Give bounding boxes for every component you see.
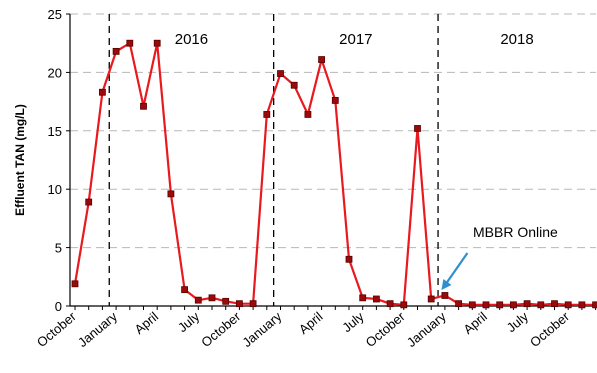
y-tick-label: 0 <box>55 299 62 314</box>
data-point <box>509 301 517 309</box>
data-point <box>235 300 243 308</box>
data-point <box>331 97 339 104</box>
x-tick-label: April <box>296 309 326 337</box>
x-tick-label: July <box>175 308 203 335</box>
data-point <box>564 301 572 309</box>
data-point <box>181 286 189 294</box>
x-tick-label: October <box>527 308 573 350</box>
y-tick-label: 15 <box>48 124 62 139</box>
data-point <box>441 292 449 299</box>
x-tick-label: January <box>239 308 284 350</box>
annotation-arrow <box>443 252 469 287</box>
data-point <box>263 111 271 118</box>
x-tick-label: October <box>34 308 80 350</box>
x-tick-label: April <box>460 309 490 337</box>
data-point <box>359 294 367 302</box>
data-point <box>400 301 408 309</box>
x-tick-label: July <box>339 308 367 335</box>
data-point <box>318 56 326 63</box>
x-tick-label: July <box>504 308 532 335</box>
x-tick-label: April <box>132 309 162 337</box>
y-tick-label: 25 <box>48 7 62 22</box>
data-point <box>468 301 476 309</box>
data-point <box>496 301 504 309</box>
data-point <box>414 125 421 132</box>
data-point <box>551 300 558 308</box>
x-tick-label: January <box>404 308 449 350</box>
data-point <box>290 81 298 89</box>
x-tick-label: October <box>198 308 244 350</box>
data-point <box>71 280 79 288</box>
data-point <box>153 39 161 47</box>
data-point <box>208 294 216 302</box>
data-point <box>592 301 597 309</box>
y-tick-label: 20 <box>48 65 62 80</box>
x-tick-label: October <box>363 308 409 350</box>
data-point <box>537 301 545 309</box>
data-point <box>386 300 394 308</box>
data-point <box>112 47 120 55</box>
data-point <box>194 296 202 304</box>
data-point <box>372 295 380 303</box>
year-label: 2017 <box>339 31 372 48</box>
data-point <box>222 297 230 305</box>
data-point <box>427 295 435 303</box>
series-line <box>73 42 596 306</box>
x-tick-label: January <box>75 308 120 350</box>
data-point <box>126 39 134 47</box>
year-label: 2018 <box>500 31 533 48</box>
data-point <box>99 88 106 96</box>
data-point <box>277 70 284 77</box>
y-tick-label: 10 <box>48 182 62 197</box>
data-point <box>482 301 490 309</box>
data-point <box>455 300 463 308</box>
annotation-label: MBBR Online <box>473 224 558 240</box>
y-axis-label: Effluent TAN (mg/L) <box>13 104 27 216</box>
data-point <box>140 102 147 110</box>
data-point <box>167 190 175 198</box>
y-tick-label: 5 <box>55 241 62 256</box>
data-point <box>249 300 257 308</box>
data-point <box>304 111 312 118</box>
data-point <box>85 198 93 206</box>
year-label: 2016 <box>175 31 208 48</box>
annotation-arrowhead <box>441 278 452 290</box>
data-point <box>523 300 531 308</box>
data-point <box>578 301 586 309</box>
data-point <box>345 255 353 263</box>
